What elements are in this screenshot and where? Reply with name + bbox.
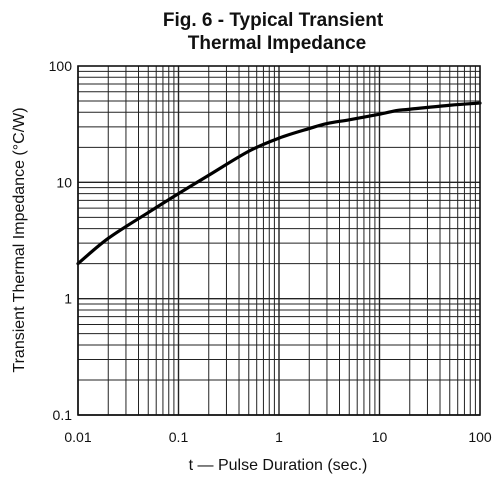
y-axis-label: Transient Thermal Impedance (°C/W) (11, 107, 28, 372)
x-tick-label: 100 (468, 429, 492, 445)
y-tick-label: 1 (64, 291, 72, 307)
x-tick-label: 0.1 (169, 429, 189, 445)
x-tick-label: 1 (275, 429, 283, 445)
chart-title-line2: Thermal Impedance (188, 33, 366, 54)
y-tick-label: 0.1 (53, 407, 73, 423)
y-tick-label: 10 (56, 174, 72, 190)
y-tick-label: 100 (49, 58, 73, 74)
chart-title-line1: Fig. 6 - Typical Transient (163, 10, 384, 31)
tick-labels: 0.01 0.1 1 10 100 0.1 1 10 100 (49, 58, 492, 445)
x-tick-label: 0.01 (64, 429, 91, 445)
plot-frame (77, 65, 481, 416)
series-line (76, 101, 482, 266)
x-tick-label: 10 (372, 429, 388, 445)
grid (77, 66, 480, 416)
x-axis-label: t — Pulse Duration (sec.) (189, 457, 368, 474)
